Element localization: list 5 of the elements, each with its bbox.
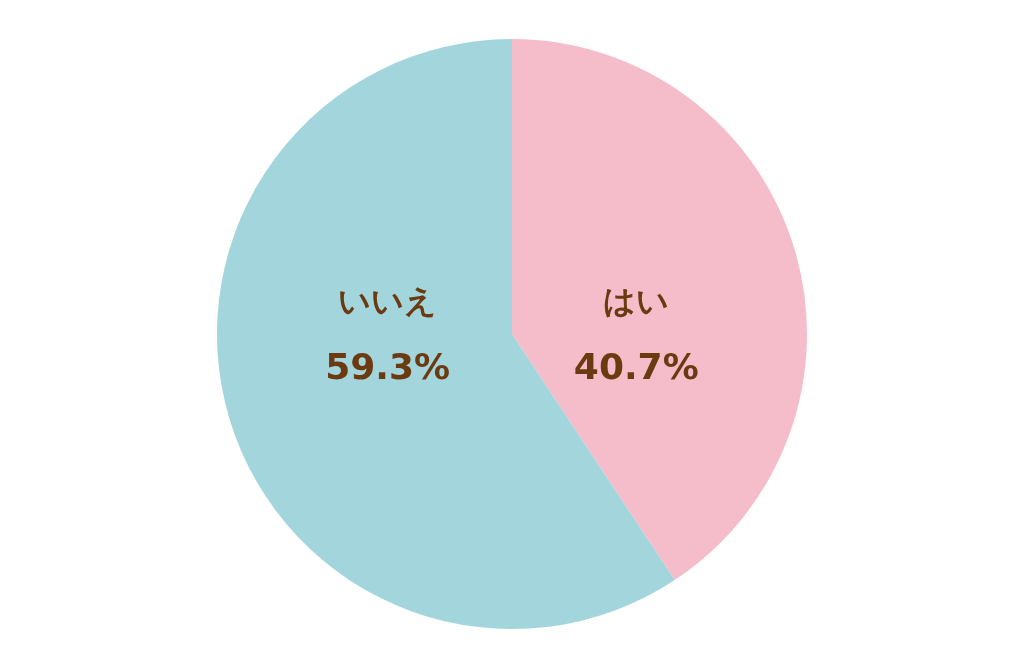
slice-label: はい: [603, 282, 670, 320]
data-label: 40.7%: [573, 346, 699, 387]
data-label: 59.3%: [325, 346, 451, 387]
slice-label: いいえ: [338, 282, 438, 320]
pie-slice: [512, 39, 807, 581]
